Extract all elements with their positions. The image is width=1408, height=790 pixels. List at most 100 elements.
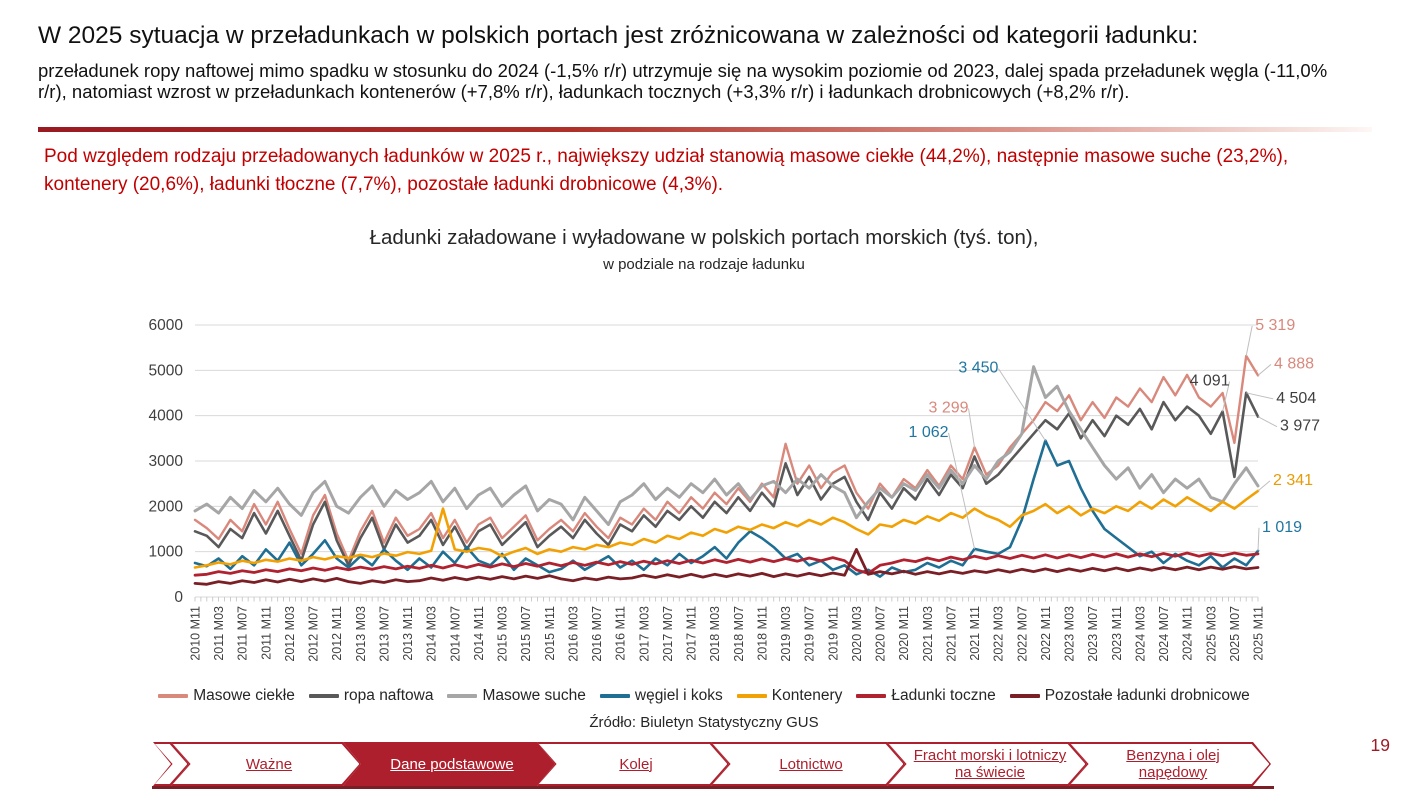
nav-item-wazne[interactable]: Ważne (171, 742, 361, 786)
data-label: 3 450 (958, 360, 998, 377)
legend-swatch (308, 694, 339, 698)
nav-item-label: Ważne (245, 755, 293, 773)
chart-source: Źródło: Biuletyn Statystyczny GUS (589, 714, 819, 731)
x-axis-tick-label: 2020 M11 (897, 606, 911, 661)
chart-legend: Masowe ciekłe ropa naftowa Masowe suche węg… (0, 687, 1408, 705)
legend-item-ładunki-toczne: Ładunki toczne (856, 687, 996, 705)
x-axis-tick-label: 2014 M03 (425, 606, 439, 662)
gradient-divider (38, 127, 1372, 132)
series-line-masowe-suche (193, 365, 1260, 526)
nav-item-lotnictwo[interactable]: Lotnictwo (711, 742, 905, 786)
x-axis-tick-label: 2017 M07 (661, 606, 675, 662)
annotation-leader (948, 432, 976, 549)
legend-item-masowe-suche: Masowe suche (447, 687, 586, 705)
x-axis-tick-label: 2014 M11 (472, 606, 486, 661)
x-axis-tick-label: 2011 M03 (212, 606, 226, 661)
legend-item-węgiel-i-koks: węgiel i koks (599, 687, 723, 705)
data-label: 4 504 (1276, 390, 1316, 407)
x-axis-tick-label: 2010 M11 (189, 606, 203, 661)
x-axis-tick-label: 2013 M03 (354, 606, 368, 662)
x-axis-tick-label: 2021 M07 (944, 606, 958, 662)
legend-item-masowe-ciekłe: Masowe ciekłe (158, 687, 295, 705)
x-axis-tick-label: 2019 M03 (779, 606, 793, 662)
x-axis-tick-label: 2012 M03 (283, 606, 297, 662)
legend-swatch (158, 694, 189, 698)
legend-item-pozostałe-ładunki-drobnicowe: Pozostałe ładunki drobnicowe (1009, 687, 1250, 705)
legend-label: Masowe ciekłe (193, 687, 295, 704)
x-axis-tick-label: 2011 M11 (259, 606, 273, 660)
data-label: 1 062 (909, 424, 949, 441)
x-axis-tick-label: 2022 M11 (1039, 606, 1053, 661)
x-axis-tick-label: 2015 M03 (496, 606, 510, 662)
x-axis-tick-label: 2013 M07 (377, 606, 391, 662)
x-axis-tick-label: 2013 M11 (401, 606, 415, 661)
intro-paragraph: przeładunek ropy naftowej mimo spadku w … (38, 60, 1328, 102)
chart-subtitle: w podziale na rodzaje ładunku (603, 256, 805, 273)
chart-title: Ładunki załadowane i wyładowane w polski… (369, 226, 1039, 249)
page-number: 19 (1370, 735, 1390, 755)
nav-item-dane-podstawowe[interactable]: Dane podstawowe (343, 742, 555, 786)
legend-swatch (447, 694, 478, 698)
slide-heading: W 2025 sytuacja w przeładunkach w polski… (38, 22, 1199, 49)
x-axis-tick-label: 2021 M11 (968, 606, 982, 661)
nav-item-label: Lotnictwo (779, 755, 843, 773)
x-axis-tick-label: 2019 M07 (803, 606, 817, 662)
x-axis-tick-label: 2017 M03 (637, 606, 651, 662)
x-axis-tick-label: 2025 M03 (1204, 606, 1218, 662)
legend-label: Pozostałe ładunki drobnicowe (1044, 687, 1250, 704)
annotation-leader (1257, 364, 1272, 376)
x-axis-tick-label: 2024 M11 (1181, 606, 1195, 661)
x-axis-tick-label: 2024 M03 (1133, 606, 1147, 662)
series-line-węgiel-i-koks (193, 439, 1260, 578)
legend-swatch (599, 694, 630, 698)
x-axis-tick-label: 2012 M11 (330, 606, 344, 661)
nav-item-fracht-morski-i-lotniczy[interactable]: Fracht morski i lotniczy na świecie (887, 742, 1087, 786)
annotation-leader (968, 408, 976, 448)
chevron-fill (889, 744, 1086, 785)
x-axis-tick-label: 2018 M11 (755, 606, 769, 661)
x-axis-tick-label: 2015 M11 (543, 606, 557, 661)
x-axis-tick-label: 2020 M03 (850, 606, 864, 662)
x-axis-tick-label: 2014 M07 (448, 606, 462, 662)
annotation-leader (1245, 325, 1253, 356)
data-label: 3 299 (929, 399, 969, 416)
legend-swatch (736, 694, 767, 698)
legend-label: Masowe suche (482, 687, 586, 704)
legend-item-ropa-naftowa: ropa naftowa (308, 687, 434, 705)
annotation-leader (1222, 381, 1231, 412)
annotation-leader (997, 368, 1046, 441)
legend-label: Kontenery (771, 687, 843, 704)
bottom-rule (152, 786, 1274, 789)
x-axis-tick-label: 2023 M07 (1086, 606, 1100, 662)
x-axis-tick-label: 2018 M03 (708, 606, 722, 662)
x-axis-tick-label: 2017 M11 (685, 606, 699, 661)
data-label: 5 319 (1255, 317, 1295, 334)
legend-label: ropa naftowa (343, 687, 434, 704)
data-label: 3 977 (1280, 418, 1320, 435)
chevron-fill (173, 744, 360, 785)
bottom-nav: Ważne Dane podstawowe Kolej Lotnictwo Fracht… (153, 742, 1271, 786)
legend-swatch (856, 694, 887, 698)
nav-item-kolej[interactable]: Kolej (537, 742, 729, 786)
x-axis-tick-label: 2025 M07 (1228, 606, 1242, 662)
legend-label: węgiel i koks (634, 687, 723, 704)
nav-item-benzyna-i-olej[interactable]: Benzyna i olej napędowy (1069, 742, 1271, 786)
annotation-leader (1257, 480, 1271, 492)
x-axis-tick-label: 2024 M07 (1157, 606, 1171, 662)
data-label: 4 091 (1190, 373, 1230, 390)
series-line-ropa-naftowa (193, 391, 1260, 567)
chevron-fill (713, 744, 904, 785)
y-axis-tick-label: 4000 (149, 408, 184, 425)
x-axis-tick-label: 2018 M07 (732, 606, 746, 662)
legend-item-kontenery: Kontenery (736, 687, 843, 705)
y-axis-tick-label: 0 (174, 589, 183, 606)
chevron-fill (345, 744, 554, 785)
legend-swatch (1009, 694, 1040, 698)
x-axis-tick-label: 2020 M07 (874, 606, 888, 662)
x-axis-tick-label: 2011 M07 (236, 606, 250, 661)
y-axis-tick-label: 1000 (149, 544, 184, 561)
data-label: 4 888 (1274, 355, 1314, 372)
x-axis-tick-label: 2023 M03 (1063, 606, 1077, 662)
x-axis-tick-label: 2016 M07 (590, 606, 604, 662)
